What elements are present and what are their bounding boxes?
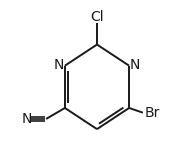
Text: Br: Br [144, 106, 159, 120]
Text: N: N [130, 58, 140, 72]
Text: N: N [54, 58, 64, 72]
Text: N: N [22, 112, 33, 126]
Text: Cl: Cl [90, 10, 104, 24]
